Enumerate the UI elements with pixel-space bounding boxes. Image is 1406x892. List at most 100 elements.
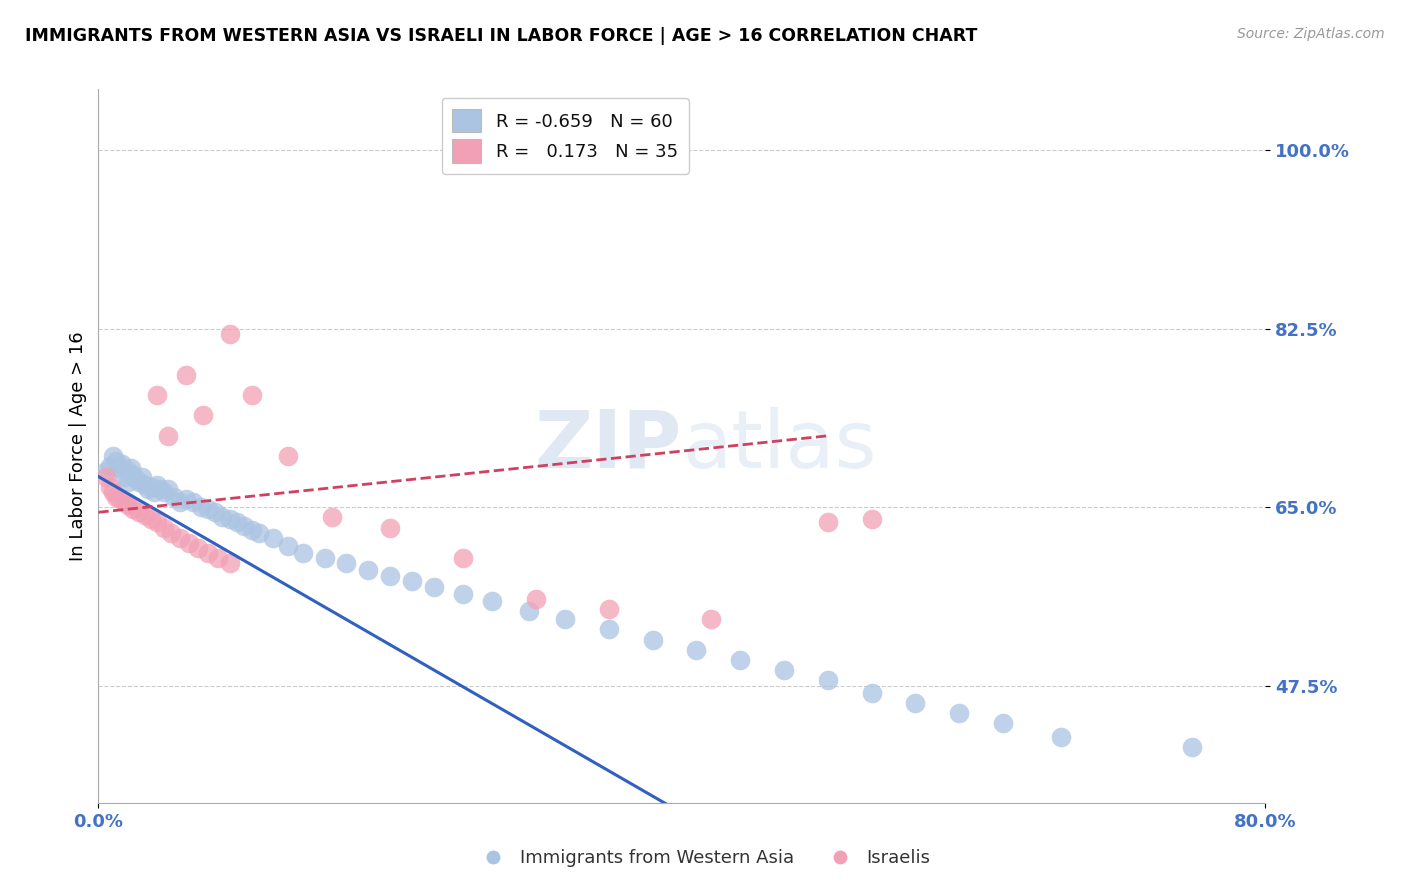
Point	[157, 482, 180, 496]
Point	[262, 531, 284, 545]
Point	[598, 602, 620, 616]
Point	[773, 663, 796, 677]
Text: ZIP: ZIP	[534, 407, 682, 485]
Point	[423, 580, 446, 594]
Point	[153, 484, 176, 499]
Point	[335, 556, 357, 570]
Point	[204, 505, 226, 519]
Point	[247, 525, 270, 540]
Point	[904, 696, 927, 710]
Text: IMMIGRANTS FROM WESTERN ASIA VS ISRAELI IN LABOR FORCE | AGE > 16 CORRELATION CH: IMMIGRANTS FROM WESTERN ASIA VS ISRAELI …	[25, 27, 977, 45]
Point	[211, 510, 233, 524]
Point	[117, 498, 139, 512]
Point	[146, 477, 169, 491]
Point	[104, 490, 127, 504]
Point	[160, 525, 183, 540]
Point	[157, 429, 180, 443]
Point	[101, 484, 124, 499]
Point	[114, 495, 136, 509]
Point	[136, 482, 159, 496]
Point	[122, 502, 145, 516]
Point	[524, 591, 547, 606]
Point	[860, 512, 883, 526]
Point	[142, 484, 165, 499]
Point	[117, 475, 139, 489]
Point	[641, 632, 664, 647]
Point	[277, 449, 299, 463]
Point	[380, 520, 402, 534]
Point	[991, 716, 1014, 731]
Point	[181, 495, 204, 509]
Point	[128, 475, 150, 489]
Point	[134, 508, 156, 523]
Legend: Immigrants from Western Asia, Israelis: Immigrants from Western Asia, Israelis	[468, 842, 938, 874]
Point	[207, 551, 229, 566]
Point	[357, 563, 380, 577]
Point	[218, 556, 240, 570]
Point	[226, 516, 249, 530]
Point	[948, 706, 970, 720]
Point	[120, 461, 142, 475]
Point	[98, 480, 121, 494]
Text: Source: ZipAtlas.com: Source: ZipAtlas.com	[1237, 27, 1385, 41]
Point	[101, 449, 124, 463]
Point	[277, 539, 299, 553]
Point	[401, 574, 423, 588]
Y-axis label: In Labor Force | Age > 16: In Labor Force | Age > 16	[69, 331, 87, 561]
Point	[233, 518, 256, 533]
Point	[481, 594, 503, 608]
Point	[380, 569, 402, 583]
Point	[218, 512, 240, 526]
Point	[177, 536, 200, 550]
Point	[98, 459, 121, 474]
Point	[117, 465, 139, 479]
Point	[554, 612, 576, 626]
Point	[860, 686, 883, 700]
Point	[114, 469, 136, 483]
Point	[131, 469, 153, 483]
Point	[128, 505, 150, 519]
Point	[730, 653, 752, 667]
Point	[94, 469, 117, 483]
Point	[122, 467, 145, 482]
Point	[321, 510, 343, 524]
Point	[817, 673, 839, 688]
Point	[197, 502, 219, 516]
Point	[193, 409, 215, 423]
Point	[1181, 739, 1204, 754]
Point	[240, 388, 263, 402]
Point	[125, 472, 148, 486]
Point	[314, 551, 336, 566]
Point	[146, 516, 169, 530]
Point	[598, 623, 620, 637]
Point	[104, 454, 127, 468]
Point	[134, 477, 156, 491]
Point	[190, 500, 212, 515]
Point	[197, 546, 219, 560]
Point	[174, 368, 197, 382]
Point	[451, 587, 474, 601]
Point	[169, 495, 191, 509]
Point	[817, 516, 839, 530]
Point	[291, 546, 314, 560]
Point	[169, 531, 191, 545]
Point	[174, 491, 197, 506]
Point	[110, 491, 132, 506]
Text: atlas: atlas	[682, 407, 876, 485]
Point	[163, 490, 186, 504]
Point	[94, 465, 117, 479]
Legend: R = -0.659   N = 60, R =   0.173   N = 35: R = -0.659 N = 60, R = 0.173 N = 35	[441, 98, 689, 174]
Point	[517, 604, 540, 618]
Point	[685, 643, 707, 657]
Point	[108, 461, 131, 475]
Point	[1050, 730, 1073, 744]
Point	[240, 523, 263, 537]
Point	[149, 482, 172, 496]
Point	[146, 388, 169, 402]
Point	[139, 512, 162, 526]
Point	[187, 541, 209, 555]
Point	[700, 612, 723, 626]
Point	[111, 458, 134, 472]
Point	[451, 551, 474, 566]
Point	[139, 480, 162, 494]
